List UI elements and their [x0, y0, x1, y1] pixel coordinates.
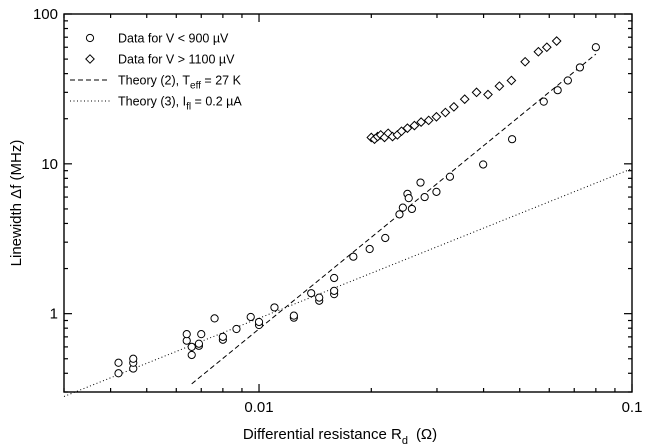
- circle-point: [563, 76, 572, 85]
- circle-point: [246, 312, 255, 322]
- circle-point: [479, 160, 488, 169]
- y-axis-label: Linewidth Δf (MHz): [8, 140, 25, 267]
- circle-point: [507, 135, 517, 144]
- circle-point: [330, 286, 339, 295]
- circle-point: [289, 311, 298, 320]
- circle-point: [182, 330, 191, 339]
- diamond-point: [431, 111, 442, 122]
- circle-point: [187, 350, 196, 360]
- circle-point: [575, 63, 585, 72]
- circle-point: [381, 233, 390, 243]
- diamond-point: [402, 123, 413, 134]
- circle-point: [270, 303, 279, 312]
- legend-text-part: = 0.2 µA: [191, 95, 242, 109]
- circle-point: [407, 204, 417, 214]
- circle-point: [349, 252, 358, 261]
- x-axis-label-unit: (Ω): [416, 426, 437, 443]
- circle-point: [591, 43, 600, 52]
- circle-point: [404, 194, 413, 203]
- x-axis-label-subscript: d: [402, 435, 408, 445]
- legend-subscript: fl: [186, 102, 191, 113]
- circle-point: [187, 342, 196, 351]
- plot-frame: [63, 13, 633, 393]
- legend-entry-label: Data for V < 900 µV: [118, 32, 229, 46]
- x-axis-label: Differential resistance Rd (Ω): [243, 426, 437, 445]
- circle-point: [129, 354, 138, 363]
- circle-point: [416, 178, 425, 187]
- circle-point: [307, 289, 316, 298]
- x-axis-label-main: Differential resistance R: [243, 426, 402, 443]
- circle-point: [210, 314, 219, 323]
- circle-point: [232, 324, 241, 334]
- legend-text-part: Theory (2), T: [118, 74, 190, 88]
- legend-entry-label: Data for V > 1100 µV: [118, 53, 235, 67]
- theory-3-line: [63, 168, 633, 397]
- diamond-point: [459, 94, 470, 105]
- diamond-point: [423, 115, 434, 126]
- diamond-point: [551, 36, 562, 46]
- circle-point: [114, 358, 123, 367]
- diamond-point: [483, 89, 493, 100]
- legend-text-part: Theory (3), I: [118, 95, 186, 109]
- data-points: [114, 36, 600, 378]
- diamond-point: [471, 87, 482, 98]
- circle-point: [254, 317, 264, 327]
- x-tick-label: 0.01: [244, 399, 273, 416]
- diamond-point: [533, 46, 544, 57]
- circle-point: [114, 369, 123, 378]
- circle-point: [365, 244, 374, 254]
- diamond-point: [409, 120, 420, 131]
- legend-entry-label: Theory (2), Teff = 27 K: [118, 74, 242, 92]
- circle-point: [194, 339, 204, 348]
- diamond-point: [520, 56, 531, 67]
- y-tick-label: 100: [33, 6, 58, 23]
- diamond-point: [448, 101, 459, 112]
- x-tick-label: 0.1: [622, 399, 643, 416]
- legend-diamond-marker: [85, 54, 95, 64]
- circle-point: [395, 210, 404, 219]
- diamond-point: [416, 117, 427, 127]
- circle-point: [445, 172, 455, 181]
- circle-point: [432, 187, 441, 196]
- circle-point: [553, 86, 562, 95]
- legend-entry-label: Theory (3), Ifl = 0.2 µA: [118, 95, 242, 113]
- circle-point: [315, 293, 324, 302]
- diamond-point: [541, 42, 552, 53]
- legend-subscript: eff: [190, 81, 201, 92]
- axis-ticks: 0.01 0.1 1 10 100: [33, 6, 642, 416]
- circle-point: [539, 97, 548, 106]
- theory-2-line: [191, 53, 597, 385]
- circle-point: [330, 273, 339, 283]
- circle-point: [197, 330, 206, 339]
- diamond-point: [506, 75, 517, 86]
- legend-circle-marker: [85, 33, 95, 43]
- legend: Data for V < 900 µV Data for V > 1100 µV T…: [70, 32, 242, 113]
- y-tick-label: 1: [50, 306, 58, 323]
- theory-lines: [63, 53, 633, 397]
- circle-point: [420, 192, 429, 202]
- legend-text-part: = 27 K: [201, 74, 242, 88]
- circle-point: [218, 332, 227, 341]
- circle-point: [398, 203, 407, 212]
- y-tick-label: 10: [41, 156, 58, 173]
- diamond-point: [440, 107, 451, 118]
- diamond-point: [494, 81, 505, 92]
